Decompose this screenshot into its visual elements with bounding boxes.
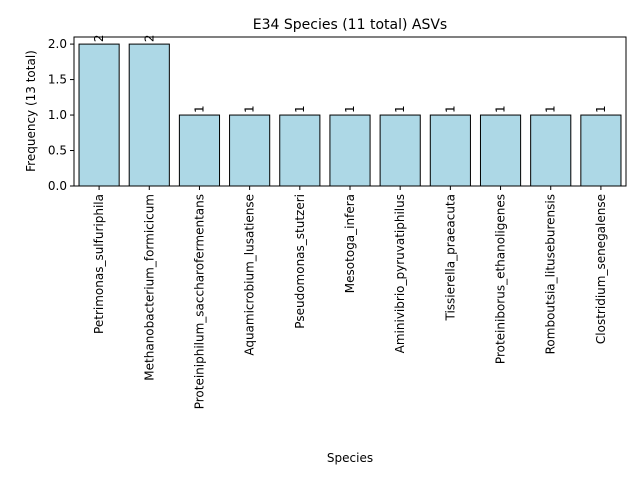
- x-tick-label-8: Proteiniborus_ethanoligenes: [494, 194, 508, 364]
- y-tick-label-0: 0.0: [48, 179, 67, 193]
- bar-8: [479, 114, 522, 187]
- bar-3: [229, 114, 271, 187]
- y-axis: 0.0 0.5 1.0 1.5 2.0: [48, 37, 74, 193]
- data-label-6: 1: [393, 105, 407, 113]
- x-tick-label-10: Clostridium_senegalense: [594, 194, 608, 344]
- x-tick-label-4: Pseudomonas_stutzeri: [293, 194, 307, 329]
- y-tick-label-3: 1.5: [48, 73, 67, 87]
- data-label-3: 1: [243, 105, 257, 113]
- bar-2: [178, 114, 221, 187]
- data-label-5: 1: [343, 105, 357, 113]
- x-tick-label-9: Romboutsia_lituseburensis: [544, 194, 558, 354]
- y-tick-label-2: 1.0: [48, 108, 67, 122]
- bar-9: [530, 114, 572, 187]
- data-label-9: 1: [544, 105, 558, 113]
- data-label-2: 1: [192, 105, 206, 113]
- x-tick-label-5: Mesotoga_infera: [343, 194, 357, 293]
- bar-7: [429, 114, 471, 187]
- y-tick-label-1: 0.5: [48, 144, 67, 158]
- x-tick-label-0: Petrimonas_sulfuriphila: [92, 194, 106, 334]
- x-tick-label-3: Aquamicrobium_lusatiense: [243, 194, 257, 356]
- x-tick-label-1: Methanobacterium_formicicum: [142, 194, 156, 381]
- data-label-7: 1: [443, 105, 457, 113]
- bar-10: [580, 114, 622, 187]
- data-label-1: 2: [142, 34, 156, 42]
- x-tick-label-6: Aminivibrio_pyruvatiphilus: [393, 194, 407, 353]
- data-label-10: 1: [594, 105, 608, 113]
- x-axis-label: Species: [327, 451, 373, 465]
- data-label-4: 1: [293, 105, 307, 113]
- bar-6: [379, 114, 421, 187]
- bar-4: [279, 114, 321, 187]
- y-tick-label-4: 2.0: [48, 37, 67, 51]
- chart-title: E34 Species (11 total) ASVs: [253, 17, 447, 33]
- y-axis-label: Frequency (13 total): [24, 50, 38, 172]
- x-tick-label-7: Tissierella_praeacuta: [443, 194, 457, 322]
- x-tick-label-2: Proteiniphilum_saccharofermentans: [192, 194, 206, 409]
- bar-0: [78, 43, 120, 187]
- plot-area: 2 2 1 1 1 1 1 1 1 1 1: [73, 34, 627, 187]
- data-label-8: 1: [494, 105, 508, 113]
- data-label-0: 2: [92, 34, 106, 42]
- bar-5: [329, 114, 371, 187]
- x-axis: Petrimonas_sulfuriphila Methanobacterium_…: [92, 186, 608, 409]
- bar-1: [128, 43, 170, 187]
